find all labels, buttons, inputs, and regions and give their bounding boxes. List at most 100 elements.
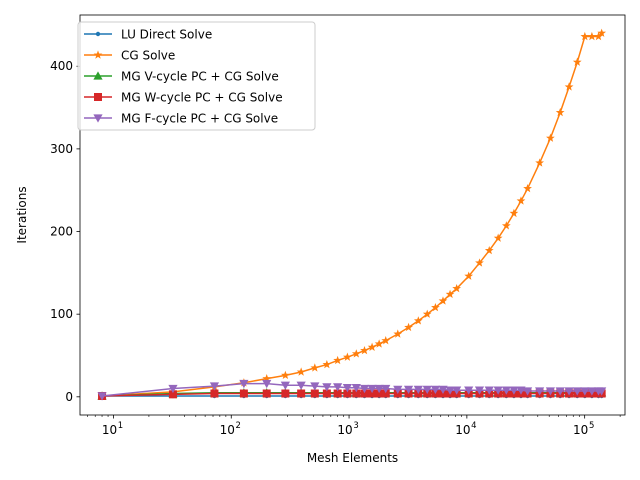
series-5-point: [452, 386, 462, 395]
series-2-point: [296, 367, 306, 376]
x-tick-label: 10: [573, 423, 588, 437]
series-4-point: [239, 389, 248, 398]
series-2-point: [393, 329, 403, 338]
series-2-point: [523, 183, 532, 193]
x-axis-label: Mesh Elements: [307, 451, 398, 465]
series-2-point: [367, 342, 377, 351]
series-2-point: [445, 289, 455, 299]
x-tick-exponent: 5: [589, 421, 594, 431]
series-5-point: [572, 387, 582, 396]
series-5-point: [464, 386, 474, 395]
series-5-point: [545, 387, 556, 396]
series-2-point: [310, 363, 320, 372]
series-2-point: [351, 349, 361, 358]
series-5-point: [168, 384, 178, 394]
series-2-point: [546, 133, 555, 142]
series-2-point: [509, 208, 519, 218]
series-5-point: [342, 384, 352, 393]
series-5-point: [509, 386, 519, 395]
series-4-point: [360, 389, 369, 398]
series-4-point: [322, 389, 331, 398]
series-4-point: [210, 389, 219, 398]
series-5-point: [393, 385, 403, 394]
series-5-point: [522, 387, 533, 396]
series-2-point: [555, 107, 565, 117]
series-2-point: [281, 370, 290, 380]
series-5-point: [493, 386, 503, 395]
series-5-point: [445, 386, 455, 395]
series-4-point: [281, 389, 290, 398]
series-2-point: [493, 233, 503, 242]
series-2-point: [572, 57, 582, 66]
legend-marker: [93, 50, 103, 59]
series-5-point: [403, 385, 414, 394]
series-5-point: [555, 387, 565, 396]
legend-box: [77, 21, 316, 131]
x-tick-label: 10: [337, 423, 352, 437]
series-2-point: [333, 355, 343, 365]
series-2-point: [475, 258, 484, 267]
x-tick-label: 10: [455, 423, 470, 437]
series-2-point: [322, 359, 332, 369]
series-2-point: [438, 296, 448, 305]
legend-label: MG F-cycle PC + CG Solve: [121, 112, 278, 126]
y-tick-label: 400: [50, 59, 73, 73]
series-2-point: [374, 339, 384, 348]
series-5-point: [296, 381, 306, 390]
series-4-point: [375, 389, 384, 398]
series-5-point: [262, 379, 272, 389]
legend: LU Direct Solve CG Solve MG V-cycle PC + C…: [77, 21, 316, 131]
series-5-point: [430, 385, 441, 394]
x-tick-label: 10: [220, 423, 235, 437]
x-tick-label: 10: [102, 423, 117, 437]
legend-label: LU Direct Solve: [121, 28, 212, 42]
legend-label: CG Solve: [121, 49, 175, 63]
series-2-point: [464, 271, 474, 280]
legend-marker: [94, 93, 102, 101]
series-2-point: [484, 245, 494, 255]
legend-marker: [95, 31, 101, 37]
series-5-point: [351, 384, 361, 393]
x-tick-exponent: 1: [118, 421, 123, 431]
legend-entry-4: MG W-cycle PC + CG Solve: [84, 91, 283, 105]
axes-frame: [79, 14, 626, 416]
series-4-point: [333, 389, 342, 398]
y-tick-label: 300: [50, 142, 73, 156]
series-5-point: [580, 387, 590, 396]
series-2-point: [452, 283, 462, 293]
series-5-point: [501, 386, 511, 395]
series-2-point: [594, 31, 603, 41]
series-5-point: [367, 384, 377, 394]
series-5-point: [422, 385, 432, 394]
legend-marker: [93, 71, 103, 80]
series-4-point: [352, 389, 361, 398]
series-5-point: [587, 387, 597, 396]
series-5-point: [535, 387, 545, 396]
series-5-point: [374, 384, 384, 394]
series-4-point: [343, 389, 352, 398]
series-2-point: [535, 158, 545, 167]
series-2-point: [381, 336, 391, 345]
series-4-point: [381, 389, 390, 398]
series-5-point: [474, 386, 485, 395]
series-2-point: [404, 322, 413, 332]
series-2-point: [413, 316, 423, 325]
series-5-point: [516, 386, 526, 395]
series-5-point: [209, 382, 220, 391]
series-5-point: [97, 392, 107, 401]
series-5-point: [310, 382, 320, 391]
series-5-point: [413, 385, 423, 394]
x-tick-exponent: 3: [353, 421, 358, 431]
series-5-point: [333, 383, 343, 392]
legend-entry-5: MG F-cycle PC + CG Solve: [84, 112, 278, 126]
series-2-point: [360, 345, 369, 355]
series-2-point: [587, 31, 597, 41]
series-4-point: [168, 390, 177, 399]
legend-marker: [93, 114, 103, 123]
series-2-point: [580, 31, 590, 41]
legend-label: MG W-cycle PC + CG Solve: [121, 91, 283, 105]
series-4-point: [297, 389, 306, 398]
y-tick-label: 200: [50, 225, 73, 239]
